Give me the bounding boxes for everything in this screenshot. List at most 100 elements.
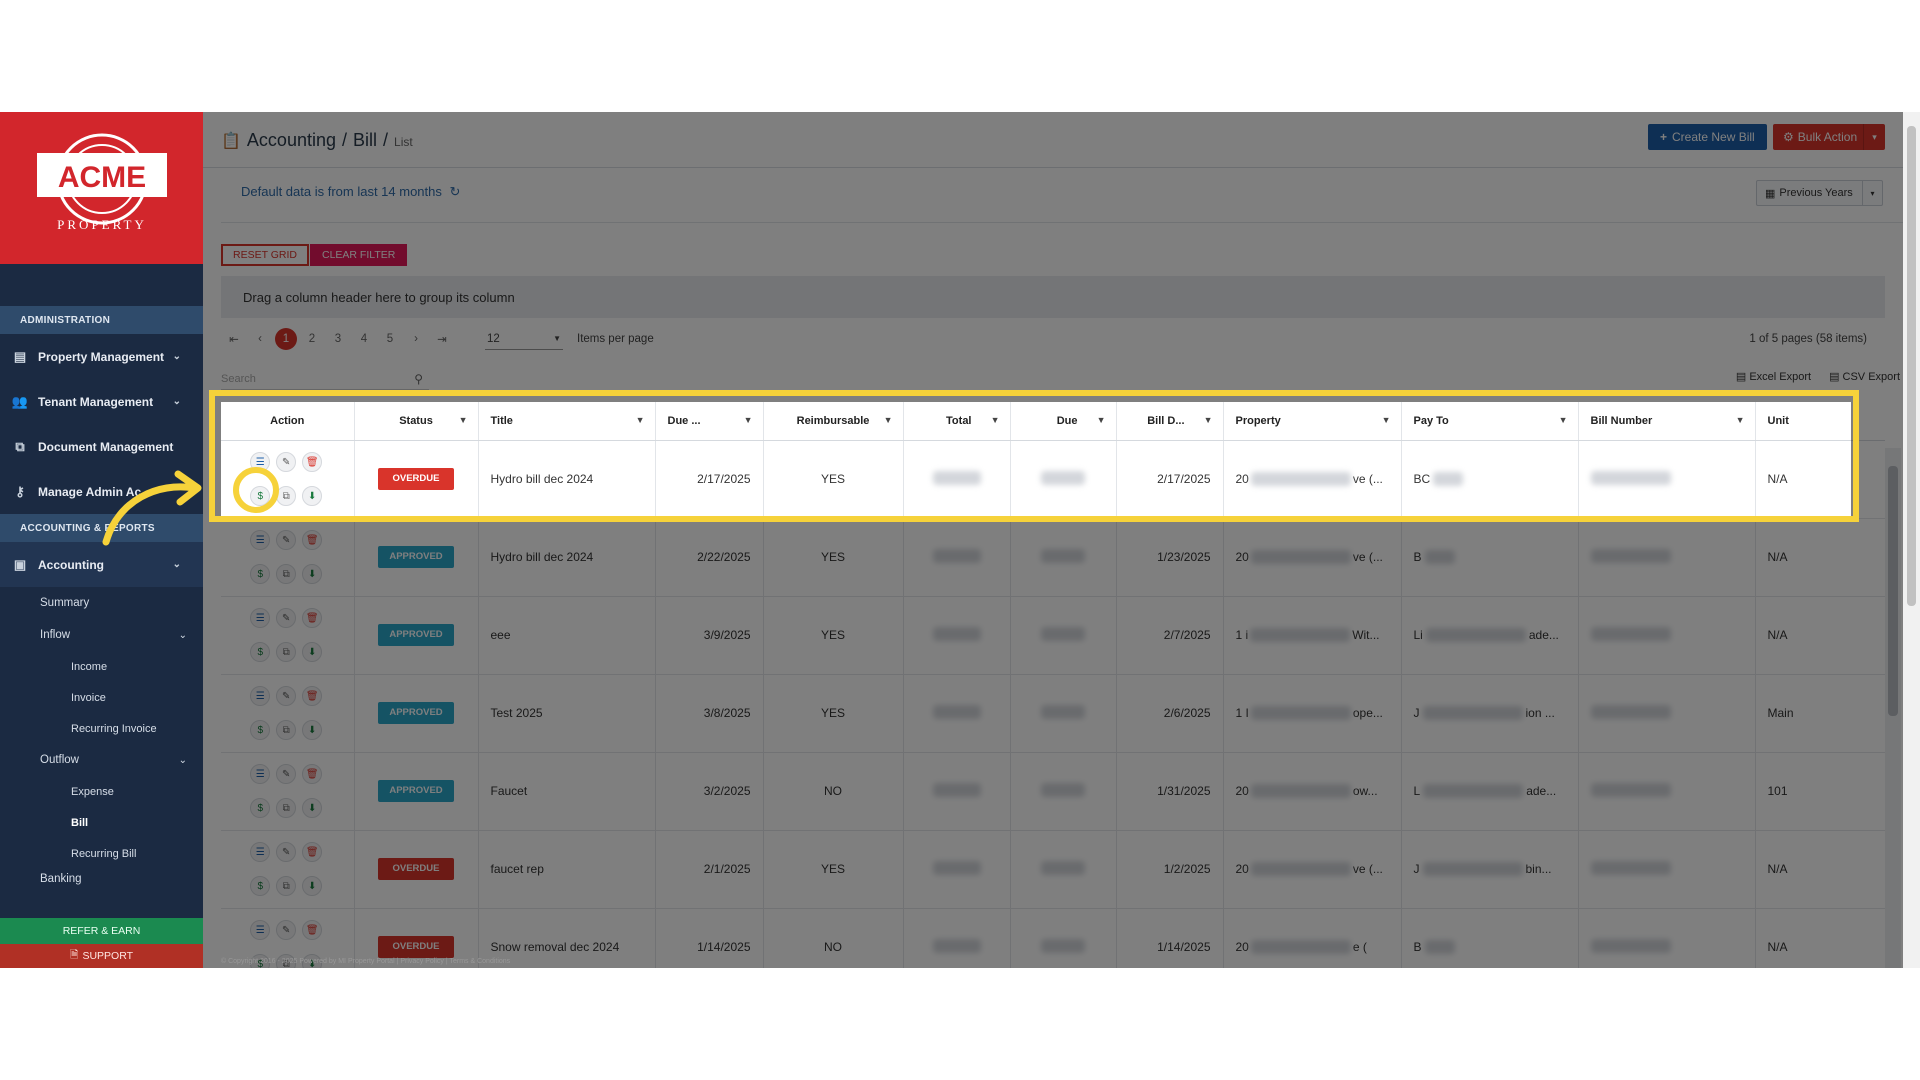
delete-icon[interactable]: 🗑 [302, 920, 323, 940]
pay-dollar-icon[interactable]: $ [250, 642, 271, 662]
search-icon[interactable]: ⚲ [414, 371, 423, 386]
clear-filter-button[interactable]: CLEAR FILTER [310, 244, 408, 266]
page-2[interactable]: 2 [308, 333, 316, 345]
copy-icon[interactable]: ⧉ [276, 486, 297, 506]
column-header[interactable]: Action [221, 402, 355, 441]
previous-years-dropdown[interactable]: ▦ Previous Years ▾ [1756, 180, 1883, 206]
download-icon[interactable]: ⬇ [302, 486, 323, 506]
view-list-icon[interactable]: ☰ [250, 608, 271, 628]
breadcrumb-accounting[interactable]: Accounting [246, 130, 336, 150]
table-row[interactable]: ☰ ✎ 🗑 $ ⧉ ⬇ APPROVED Faucet 3/2/2025 NO 1/31/2025 2… [221, 752, 1885, 831]
bulk-action-button[interactable]: ⚙ Bulk Action ▾ [1773, 124, 1885, 150]
excel-export-button[interactable]: ▤ Excel Export [1736, 370, 1811, 383]
delete-icon[interactable]: 🗑 [302, 608, 323, 628]
delete-icon[interactable]: 🗑 [302, 764, 323, 784]
download-icon[interactable]: ⬇ [302, 798, 323, 818]
sidebar-item-bill[interactable]: Bill [71, 816, 89, 829]
table-row[interactable]: ☰ ✎ 🗑 $ ⧉ ⬇ OVERDUE faucet rep 2/1/2025 YES 1/2/20… [221, 830, 1885, 909]
delete-icon[interactable]: 🗑 [302, 842, 323, 862]
filter-icon[interactable]: ▼ [743, 415, 753, 425]
page-3[interactable]: 3 [334, 333, 342, 345]
pay-dollar-icon[interactable]: $ [250, 564, 271, 584]
download-icon[interactable]: ⬇ [302, 720, 323, 740]
copy-icon[interactable]: ⧉ [276, 642, 297, 662]
breadcrumb-bill[interactable]: Bill [353, 130, 378, 150]
sidebar-item-recurring-bill[interactable]: Recurring Bill [71, 847, 137, 860]
reset-grid-button[interactable]: RESET GRID [221, 244, 309, 266]
edit-icon[interactable]: ✎ [276, 608, 297, 628]
table-row[interactable]: ☰ ✎ 🗑 $ ⧉ ⬇ APPROVED eee 3/9/2025 YES 2/7/2025 1 i W… [221, 596, 1885, 675]
page-5[interactable]: 5 [386, 333, 394, 345]
support-button[interactable]: 🗎 SUPPORT [0, 944, 203, 968]
items-per-page-select[interactable]: 12 ▼ [485, 328, 563, 350]
page-4[interactable]: 4 [360, 333, 368, 345]
caret-down-icon[interactable]: ▾ [1862, 181, 1882, 205]
sidebar-item-property-management[interactable]: ▤ Property Management ⌄ [0, 334, 203, 379]
last-page-icon[interactable]: ⇥ [437, 334, 447, 346]
grid-scrollbar[interactable] [1885, 448, 1901, 968]
grid-search-input[interactable]: Search ⚲ [221, 368, 429, 390]
page-1[interactable]: 1 [275, 328, 297, 350]
download-icon[interactable]: ⬇ [302, 564, 323, 584]
csv-export-button[interactable]: ▤ CSV Export [1829, 370, 1900, 383]
acme-logo[interactable]: ACME PROPERTY [0, 112, 203, 264]
copy-icon[interactable]: ⧉ [276, 876, 297, 896]
download-icon[interactable]: ⬇ [302, 642, 323, 662]
view-list-icon[interactable]: ☰ [250, 530, 271, 550]
edit-icon[interactable]: ✎ [276, 452, 297, 472]
filter-icon[interactable]: ▼ [1558, 415, 1568, 425]
column-header[interactable]: Reimbursable ▼ [763, 402, 904, 441]
filter-icon[interactable]: ▼ [458, 415, 468, 425]
pay-dollar-icon[interactable]: $ [250, 876, 271, 896]
pay-dollar-icon[interactable]: $ [250, 486, 271, 506]
prev-page-icon[interactable]: ‹ [258, 333, 262, 345]
edit-icon[interactable]: ✎ [276, 686, 297, 706]
download-icon[interactable]: ⬇ [302, 876, 323, 896]
edit-icon[interactable]: ✎ [276, 842, 297, 862]
view-list-icon[interactable]: ☰ [250, 842, 271, 862]
sidebar-item-recurring-invoice[interactable]: Recurring Invoice [71, 722, 157, 735]
filter-icon[interactable]: ▼ [883, 415, 893, 425]
sidebar-item-document-management[interactable]: ⧉ Document Management [0, 424, 203, 469]
filter-icon[interactable]: ▼ [635, 415, 645, 425]
column-header[interactable]: Due ▼ [1010, 402, 1117, 441]
sidebar-item-banking[interactable]: Banking [40, 873, 82, 885]
filter-icon[interactable]: ▼ [1096, 415, 1106, 425]
sidebar-item-income[interactable]: Income [71, 660, 108, 673]
edit-icon[interactable]: ✎ [276, 530, 297, 550]
delete-icon[interactable]: 🗑 [302, 530, 323, 550]
view-list-icon[interactable]: ☰ [250, 920, 271, 940]
column-header[interactable]: Bill D... ▼ [1116, 402, 1224, 441]
copy-icon[interactable]: ⧉ [276, 720, 297, 740]
sidebar-item-tenant-management[interactable]: 👥 Tenant Management ⌄ [0, 379, 203, 424]
pay-dollar-icon[interactable]: $ [250, 798, 271, 818]
table-row[interactable]: ☰ ✎ 🗑 $ ⧉ ⬇ APPROVED Test 2025 3/8/2025 YES 2/6/20… [221, 674, 1885, 753]
delete-icon[interactable]: 🗑 [302, 686, 323, 706]
view-list-icon[interactable]: ☰ [250, 452, 271, 472]
column-header[interactable]: Pay To ▼ [1401, 402, 1579, 441]
column-header[interactable]: Unit [1755, 402, 1851, 441]
create-new-bill-button[interactable]: + Create New Bill [1648, 124, 1767, 150]
column-header[interactable]: Property ▼ [1223, 402, 1402, 441]
copy-icon[interactable]: ⧉ [276, 564, 297, 584]
sidebar-item-invoice[interactable]: Invoice [71, 691, 106, 704]
column-header[interactable]: Bill Number ▼ [1578, 402, 1756, 441]
column-header[interactable]: Title ▼ [478, 402, 656, 441]
filter-icon[interactable]: ▼ [1381, 415, 1391, 425]
first-page-icon[interactable]: ⇤ [229, 334, 239, 346]
view-list-icon[interactable]: ☰ [250, 764, 271, 784]
column-header[interactable]: Status ▼ [354, 402, 479, 441]
sidebar-item-summary[interactable]: Summary [40, 597, 90, 609]
sidebar-item-manage-admin[interactable]: ⚷ Manage Admin Ac [0, 469, 203, 514]
filter-icon[interactable]: ▼ [990, 415, 1000, 425]
refer-earn-button[interactable]: REFER & EARN [0, 918, 203, 944]
caret-down-icon[interactable]: ▾ [1863, 124, 1885, 150]
page-scroll-thumb[interactable] [1907, 126, 1916, 606]
sidebar-item-accounting[interactable]: ▣ Accounting ⌄ [0, 542, 203, 587]
copy-icon[interactable]: ⧉ [276, 798, 297, 818]
column-header[interactable]: Due ... ▼ [655, 402, 764, 441]
edit-icon[interactable]: ✎ [276, 920, 297, 940]
